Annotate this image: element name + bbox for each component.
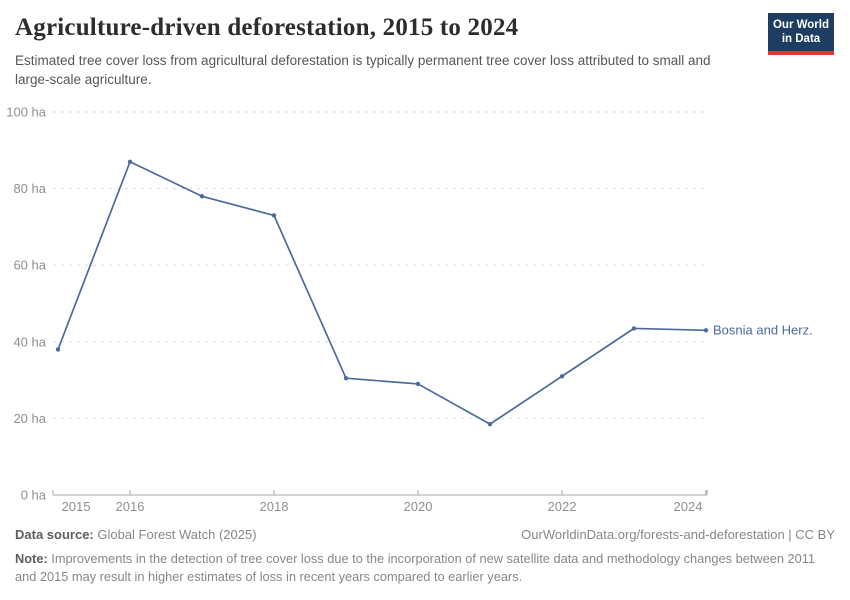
data-source-value: Global Forest Watch (2025) — [93, 527, 257, 542]
svg-text:2020: 2020 — [404, 499, 433, 514]
page-title: Agriculture-driven deforestation, 2015 t… — [15, 14, 519, 41]
data-source: Data source: Global Forest Watch (2025) — [15, 527, 257, 544]
attribution-link[interactable]: OurWorldinData.org/forests-and-deforesta… — [521, 527, 835, 542]
svg-text:0 ha: 0 ha — [21, 488, 47, 503]
line-chart-svg: 0 ha 20 ha 40 ha 60 ha 80 ha 100 ha 2015 2016 20… — [6, 105, 813, 515]
svg-text:2015: 2015 — [62, 499, 91, 514]
svg-text:20 ha: 20 ha — [13, 411, 46, 426]
owid-logo: Our World in Data — [768, 13, 834, 55]
svg-text:2024: 2024 — [674, 499, 703, 514]
chart-subtitle: Estimated tree cover loss from agricultu… — [15, 53, 711, 87]
line-chart: 0 ha 20 ha 40 ha 60 ha 80 ha 100 ha 2015 2016 20… — [0, 95, 850, 527]
svg-text:40 ha: 40 ha — [13, 334, 46, 349]
svg-text:2016: 2016 — [116, 499, 145, 514]
logo-line1: Our World — [772, 19, 829, 31]
svg-text:100 ha: 100 ha — [6, 105, 47, 120]
chart-footer: Data source: Global Forest Watch (2025) … — [15, 527, 835, 587]
svg-text:2022: 2022 — [548, 499, 577, 514]
chart-note: Note: Improvements in the detection of t… — [15, 550, 835, 587]
svg-text:60 ha: 60 ha — [13, 258, 46, 273]
note-value: Improvements in the detection of tree co… — [15, 550, 816, 585]
svg-text:Bosnia and Herz.: Bosnia and Herz. — [713, 322, 813, 337]
svg-text:80 ha: 80 ha — [13, 181, 46, 196]
logo-line2: in Data — [781, 33, 821, 46]
svg-text:2018: 2018 — [260, 499, 289, 514]
data-source-label: Data source: — [15, 527, 94, 542]
note-label: Note: — [15, 550, 48, 566]
